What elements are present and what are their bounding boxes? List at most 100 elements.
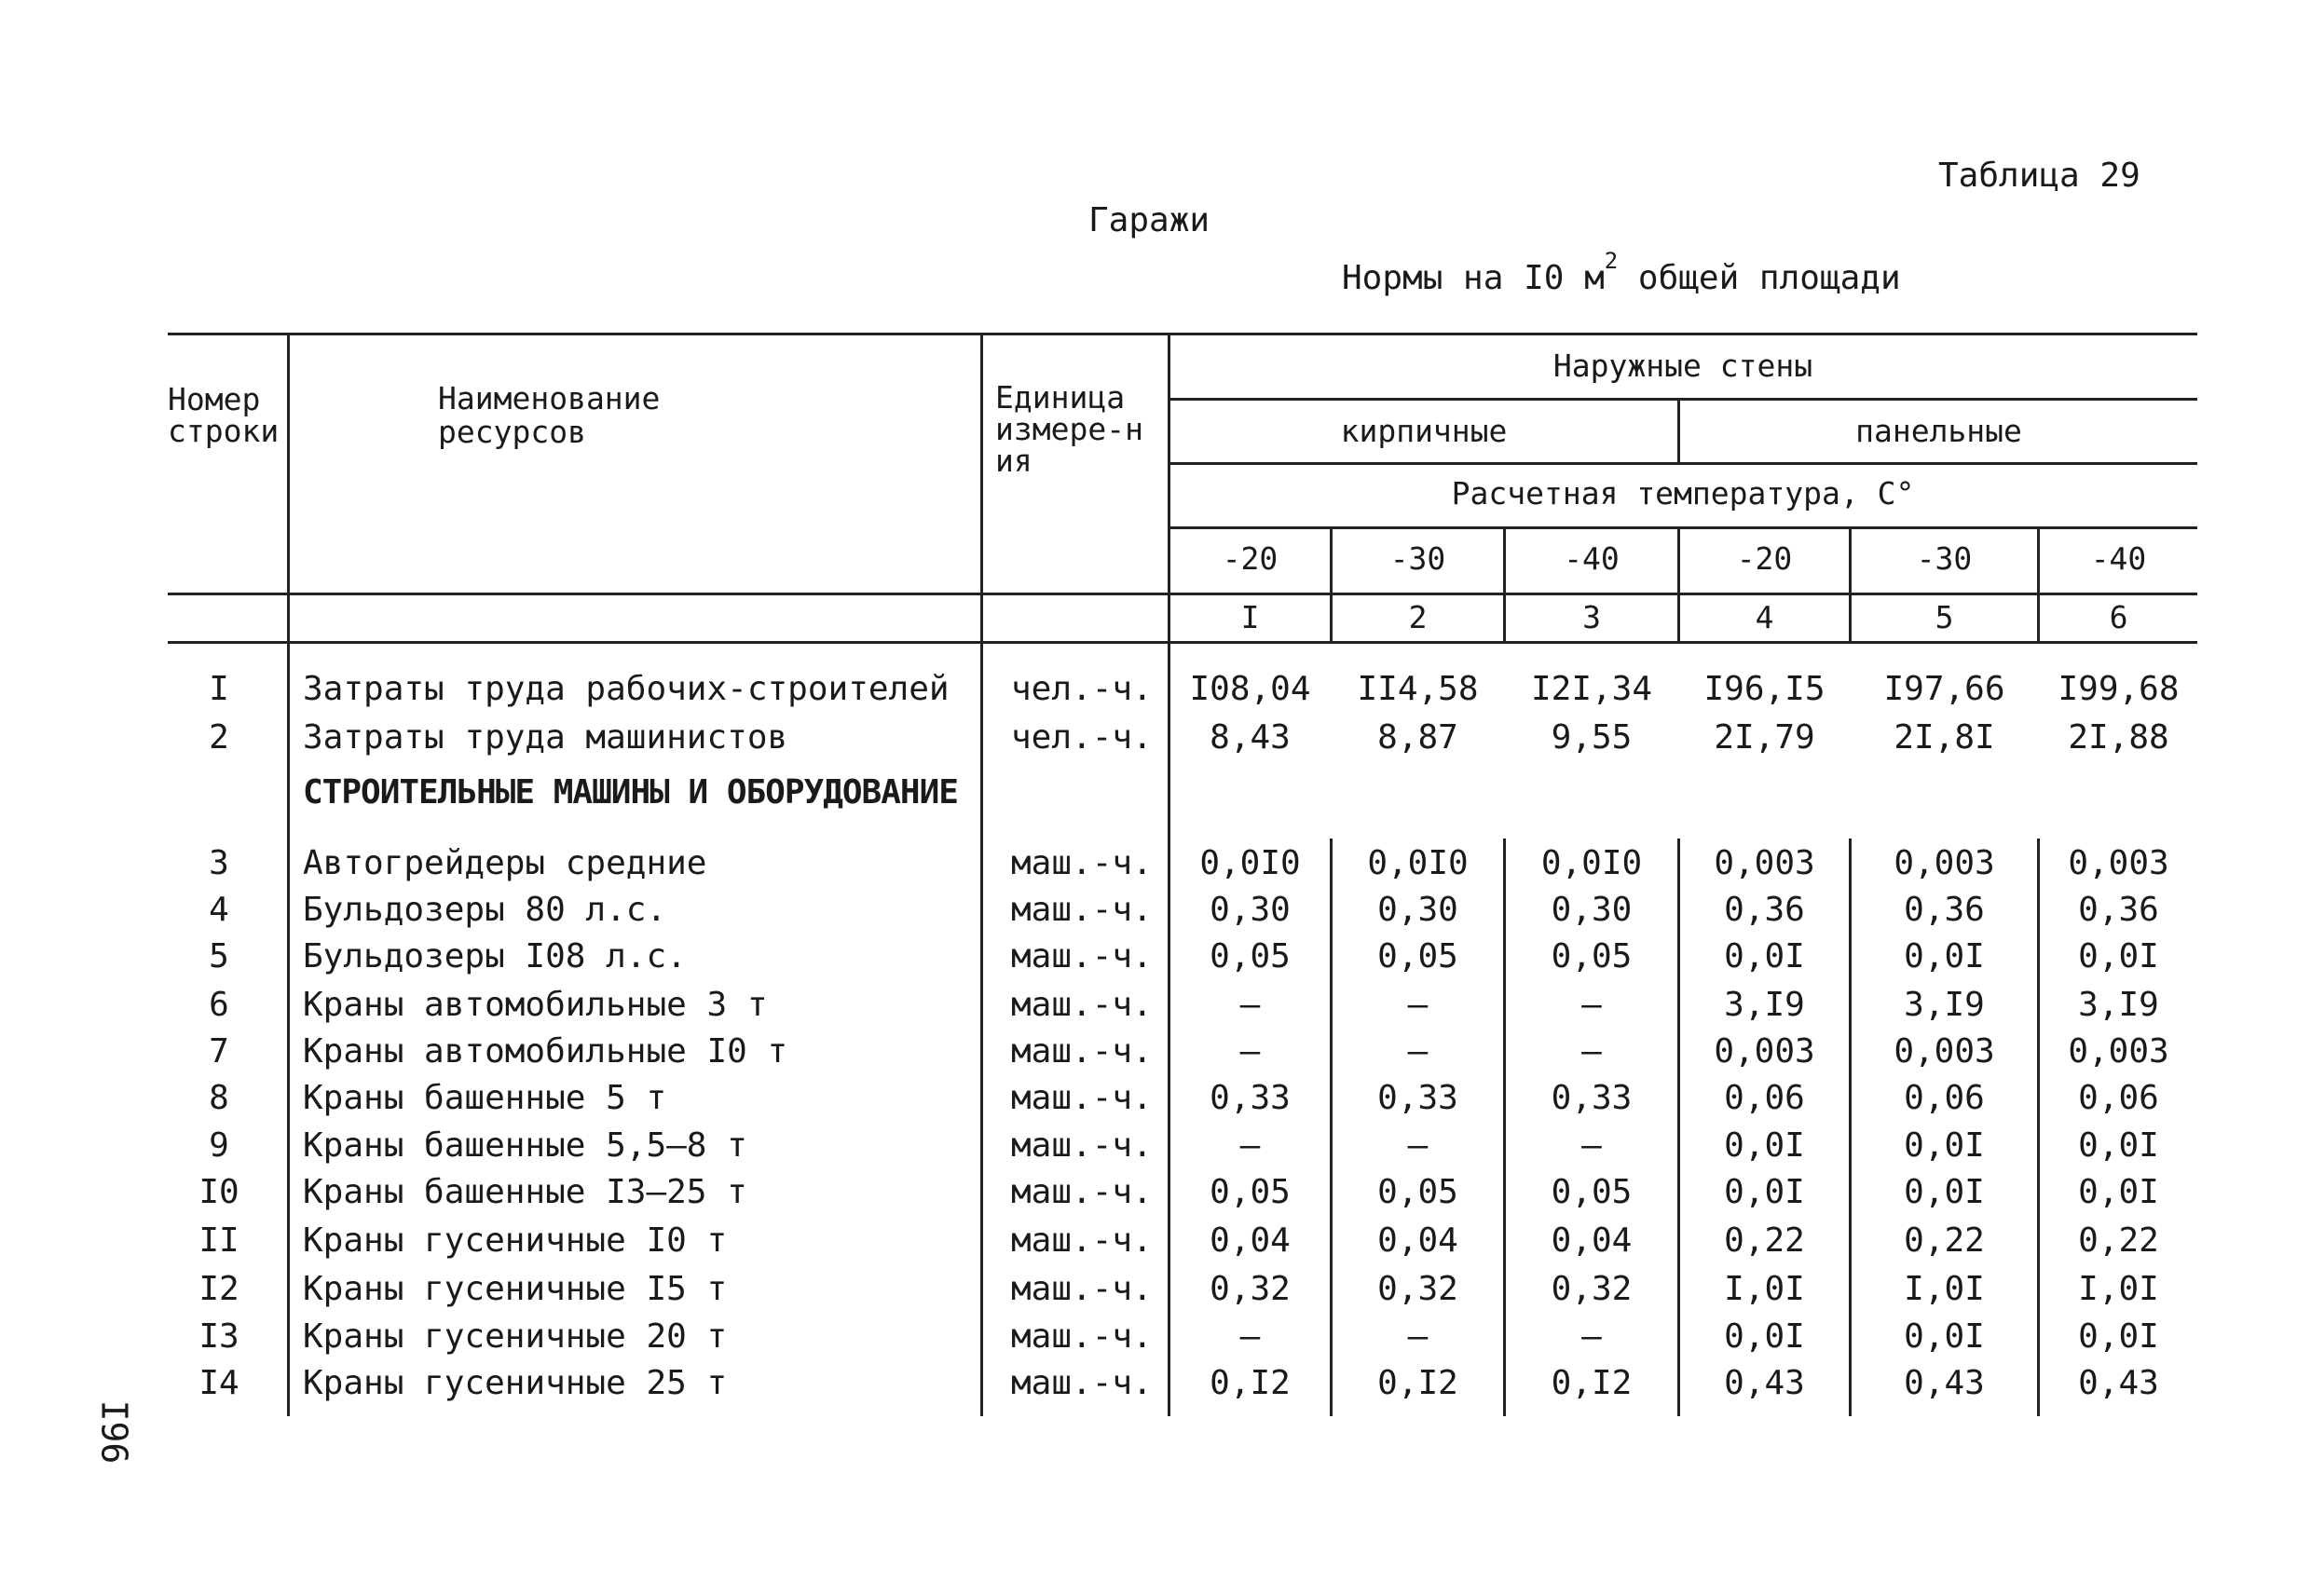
header-temp-6: -40	[2090, 540, 2147, 577]
value-cell: 8,87	[1377, 718, 1458, 757]
value-cell: 0,30	[1377, 891, 1458, 929]
value-cell: 0,04	[1551, 1221, 1633, 1260]
value-cell: I96,I5	[1703, 670, 1826, 708]
unit: маш.-ч.	[1011, 891, 1153, 929]
unit: маш.-ч.	[1011, 1126, 1153, 1165]
header-temp-4: -20	[1736, 540, 1793, 577]
resource-name: Бульдозеры I08 л.с.	[303, 937, 687, 975]
value-cell: 0,I2	[1210, 1364, 1291, 1402]
resource-name: Бульдозеры 80 л.с.	[303, 891, 667, 929]
section-heading: СТРОИТЕЛЬНЫЕ МАШИНЫ И ОБОРУДОВАНИЕ	[303, 773, 959, 812]
colnum-2: 2	[1408, 599, 1428, 635]
value-cell: 0,I2	[1377, 1364, 1458, 1402]
value-cell: 0,36	[2078, 891, 2159, 929]
header-outer-walls: Наружные стены	[1552, 348, 1813, 384]
rule-colnum-bottom	[168, 641, 2197, 644]
rule-temperature	[1169, 526, 2197, 529]
value-cell: 0,33	[1210, 1079, 1291, 1117]
row-number: 9	[209, 1126, 229, 1165]
unit: маш.-ч.	[1011, 1032, 1153, 1071]
value-cell: 0,0I	[2078, 937, 2159, 975]
value-cell: 0,04	[1210, 1221, 1291, 1260]
value-cell: II4,58	[1357, 670, 1479, 708]
row-number: 8	[209, 1079, 229, 1117]
value-cell: 0,I2	[1551, 1364, 1633, 1402]
resource-name: Краны башенные 5,5–8 т	[303, 1126, 747, 1165]
value-cell: –	[1239, 1317, 1261, 1356]
value-cell: 2I,88	[2068, 718, 2169, 757]
header-temp-2: -30	[1389, 540, 1446, 577]
value-cell: 0,30	[1210, 891, 1291, 929]
unit: маш.-ч.	[1011, 1221, 1153, 1260]
value-cell: 0,003	[1894, 844, 1995, 882]
value-cell: 3,I9	[1724, 986, 1805, 1024]
value-cell: I2I,34	[1530, 670, 1653, 708]
value-cell: 0,0I	[1904, 1173, 1985, 1211]
value-cell: –	[1239, 1032, 1261, 1071]
resource-name: Затраты труда рабочих-строителей	[303, 670, 950, 708]
vline-c5	[2037, 526, 2040, 641]
value-cell: 0,0I0	[1199, 844, 1301, 882]
vline-name	[980, 333, 983, 1416]
header-name: Наименование ресурсов	[438, 380, 661, 450]
colnum-4: 4	[1755, 599, 1774, 635]
vline-num	[287, 333, 290, 1416]
value-cell: 0,003	[2068, 1032, 2169, 1071]
value-cell: I,0I	[1904, 1270, 1985, 1308]
colnum-3: 3	[1582, 599, 1601, 635]
colnum-6: 6	[2109, 599, 2128, 635]
value-cell: 0,003	[1714, 1032, 1815, 1071]
value-cell: –	[1239, 986, 1261, 1024]
vline-body-c1	[1330, 839, 1333, 1416]
row-number: I2	[198, 1270, 239, 1308]
value-cell: I08,04	[1189, 670, 1311, 708]
value-cell: –	[1407, 986, 1429, 1024]
value-cell: 0,003	[1714, 844, 1815, 882]
value-cell: 0,43	[1904, 1364, 1985, 1402]
header-brick: кирпичные	[1340, 413, 1508, 449]
vline-body-c5	[2037, 839, 2040, 1416]
value-cell: 0,43	[2078, 1364, 2159, 1402]
value-cell: I97,66	[1883, 670, 2005, 708]
unit: маш.-ч.	[1011, 1079, 1153, 1117]
value-cell: 0,05	[1210, 937, 1291, 975]
page-number: I96	[93, 1399, 135, 1465]
vline-c2	[1503, 526, 1506, 641]
value-cell: 0,0I0	[1540, 844, 1643, 882]
value-cell: 0,0I	[1724, 1126, 1805, 1165]
vline-body-c4	[1849, 839, 1852, 1416]
value-cell: –	[1581, 1317, 1602, 1356]
unit: чел.-ч.	[1011, 718, 1153, 757]
value-cell: 9,55	[1551, 718, 1633, 757]
value-cell: 0,43	[1724, 1364, 1805, 1402]
vline-body-c3	[1677, 839, 1680, 1416]
value-cell: –	[1407, 1032, 1429, 1071]
row-number: I4	[198, 1364, 239, 1402]
value-cell: 0,06	[1904, 1079, 1985, 1117]
value-cell: 0,22	[2078, 1221, 2159, 1260]
header-panel: панельные	[1855, 413, 2022, 449]
value-cell: 0,0I	[1904, 937, 1985, 975]
resource-name: Краны автомобильные 3 т	[303, 986, 768, 1024]
row-number: II	[198, 1221, 239, 1260]
value-cell: 0,05	[1377, 937, 1458, 975]
row-number: 2	[209, 718, 229, 757]
value-cell: 0,22	[1724, 1221, 1805, 1260]
value-cell: 0,0I	[2078, 1126, 2159, 1165]
value-cell: 0,05	[1551, 1173, 1633, 1211]
row-number: 5	[209, 937, 229, 975]
row-number: 6	[209, 986, 229, 1024]
rule-wall-types	[1169, 462, 2197, 465]
value-cell: 0,22	[1904, 1221, 1985, 1260]
value-cell: 0,32	[1210, 1270, 1291, 1308]
resource-name: Краны гусеничные I5 т	[303, 1270, 728, 1308]
value-cell: 0,0I	[1724, 1173, 1805, 1211]
resource-name: Автогрейдеры средние	[303, 844, 707, 882]
value-cell: 0,05	[1210, 1173, 1291, 1211]
value-cell: 0,32	[1551, 1270, 1633, 1308]
value-cell: 2I,8I	[1894, 718, 1995, 757]
value-cell: 0,0I	[2078, 1317, 2159, 1356]
header-temp-1: -20	[1222, 540, 1279, 577]
value-cell: 0,05	[1551, 937, 1633, 975]
resource-name: Краны гусеничные 25 т	[303, 1364, 728, 1402]
